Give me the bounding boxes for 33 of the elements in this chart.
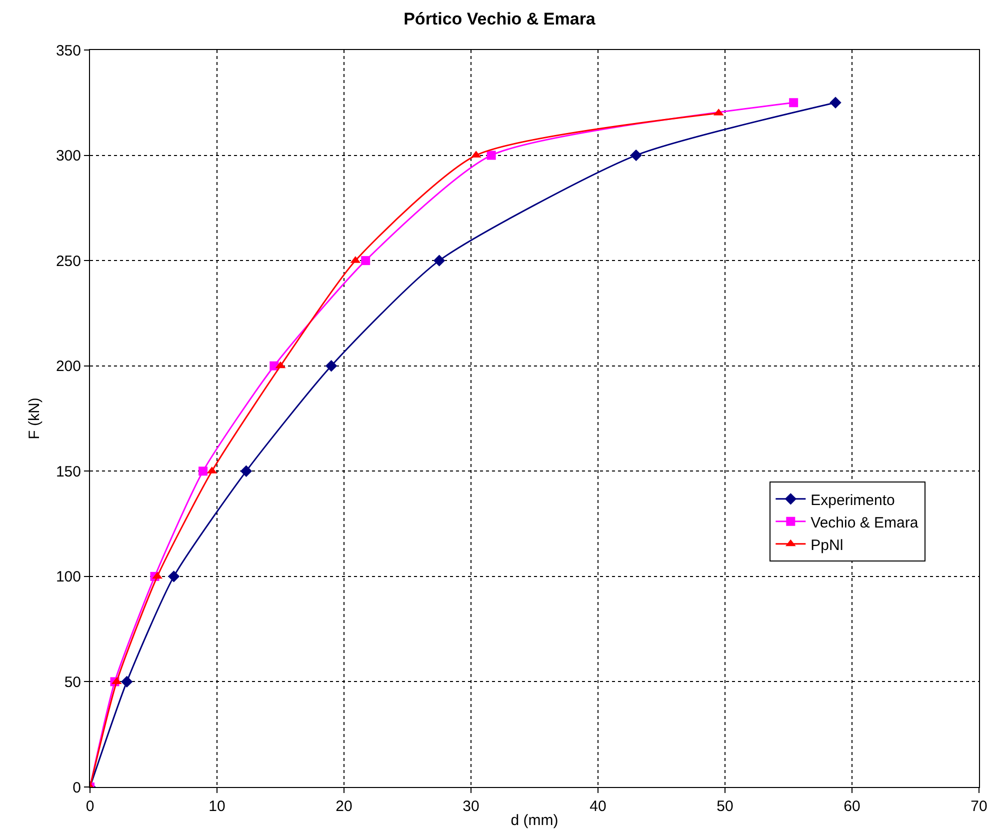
point [486,150,496,160]
legend-label: Vechio & Emara [810,514,919,532]
x-tick-label: 20 [336,798,352,815]
y-tick-label: 250 [56,252,81,270]
point [168,570,180,582]
x-tick-label: 10 [208,798,226,815]
y-tick-label: 0 [72,779,81,796]
x-tick-label: 40 [590,798,606,815]
point [830,96,842,108]
y-tick-label: 100 [56,568,81,586]
x-tick-label: 70 [970,798,988,815]
y-tick-label: 300 [56,148,81,165]
point [325,360,338,372]
x-tick-label: 50 [716,798,734,815]
x-tick-label: 60 [844,798,860,815]
point [120,676,133,688]
chart-title: Pórtico Vechio & Emara [404,9,596,28]
x-tick-label: 30 [462,798,480,815]
x-tick-label: 0 [86,798,94,815]
point [240,465,252,477]
point [361,256,370,266]
y-tick-label: 200 [56,358,81,376]
y-tick-label: 150 [56,463,81,480]
point [198,466,208,476]
legend-label: PpNl [810,536,844,554]
point [433,254,446,266]
x-axis-title: d (mm) [510,812,558,829]
y-tick-label: 50 [64,674,81,691]
point [630,149,642,162]
y-axis-title: F (kN) [26,398,44,440]
y-tick-label: 350 [56,42,81,60]
legend-label: Experimento [810,492,895,509]
point [789,98,798,108]
